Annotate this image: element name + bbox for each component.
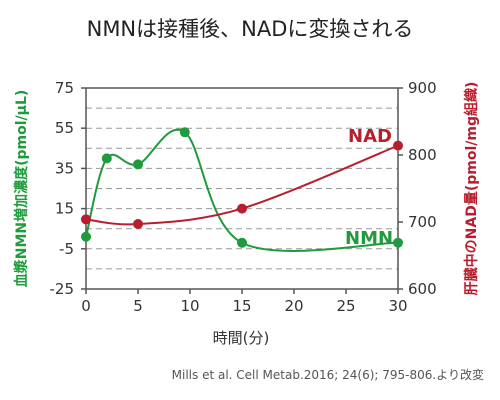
data-point-nmn bbox=[179, 127, 190, 138]
y-right-tick-label: 900 bbox=[408, 79, 437, 97]
y-left-tick-label: -5 bbox=[59, 240, 74, 258]
series-layer bbox=[81, 127, 403, 252]
left-axis-ticks: 75 55 35 15 -5 -25 bbox=[50, 79, 86, 298]
y-left-tick-label: 15 bbox=[55, 200, 74, 218]
y-right-tick-label: 600 bbox=[408, 280, 437, 298]
data-point-nad bbox=[393, 140, 403, 151]
x-tick-label: 15 bbox=[232, 297, 251, 315]
data-point-nad bbox=[81, 214, 91, 225]
x-tick-label: 10 bbox=[180, 297, 199, 315]
series-label-nmn: NMN bbox=[345, 228, 393, 249]
y-axis-label-right: 肝臓中のNAD量(pmol/mg組織) bbox=[463, 82, 480, 296]
x-tick-label: 0 bbox=[81, 297, 91, 315]
series-line-nad bbox=[85, 144, 399, 226]
x-tick-label: 5 bbox=[133, 297, 143, 315]
data-point-nad bbox=[237, 203, 247, 214]
y-right-tick-label: 700 bbox=[408, 213, 437, 231]
y-left-tick-label: 35 bbox=[55, 159, 74, 177]
data-point-nmn bbox=[101, 153, 112, 164]
data-point-nmn bbox=[237, 237, 247, 248]
y-left-tick-label: 55 bbox=[55, 119, 74, 137]
y-left-tick-label: 75 bbox=[55, 79, 74, 97]
source-citation: Mills et al. Cell Metab.2016; 24(6); 795… bbox=[172, 367, 484, 382]
y-axis-label-left: 血漿NMN増加濃度(pmol/μL) bbox=[13, 90, 30, 288]
y-left-tick-label: -25 bbox=[50, 280, 75, 298]
data-point-nmn bbox=[81, 231, 91, 242]
data-point-nmn bbox=[133, 159, 143, 170]
data-point-nmn bbox=[393, 237, 403, 248]
x-axis-ticks: 0 5 10 15 20 25 30 bbox=[81, 289, 408, 315]
x-tick-label: 20 bbox=[284, 297, 303, 315]
x-tick-label: 30 bbox=[388, 297, 407, 315]
right-axis-ticks: 900 800 700 600 bbox=[398, 79, 437, 298]
x-axis-label: 時間(分) bbox=[213, 329, 270, 347]
x-tick-label: 25 bbox=[336, 297, 355, 315]
series-label-nad: NAD bbox=[348, 126, 392, 147]
y-right-tick-label: 800 bbox=[408, 146, 437, 164]
chart-title: NMNは接種後、NADに変換される bbox=[87, 17, 414, 41]
data-point-nad bbox=[133, 219, 143, 230]
